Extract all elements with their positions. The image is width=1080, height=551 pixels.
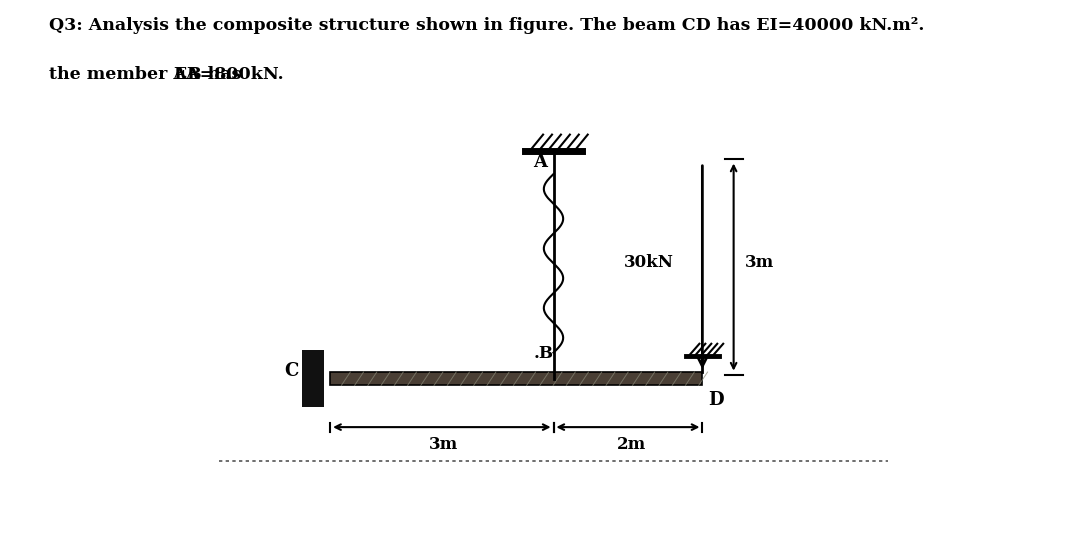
Text: EA=800kN.: EA=800kN. <box>173 66 283 83</box>
Text: 2m: 2m <box>617 436 646 453</box>
Bar <box>302 350 324 407</box>
Text: 30kN: 30kN <box>624 254 674 271</box>
Text: C: C <box>284 362 298 380</box>
Text: 3m: 3m <box>429 436 458 453</box>
Text: D: D <box>708 391 724 409</box>
Bar <box>330 372 702 386</box>
Text: Q3: Analysis the composite structure shown in figure. The beam CD has EI=40000 k: Q3: Analysis the composite structure sho… <box>49 17 924 34</box>
Text: 3m: 3m <box>745 254 774 271</box>
Text: A: A <box>534 153 548 171</box>
Text: the member AB has: the member AB has <box>49 66 247 83</box>
Text: .B: .B <box>534 345 553 362</box>
